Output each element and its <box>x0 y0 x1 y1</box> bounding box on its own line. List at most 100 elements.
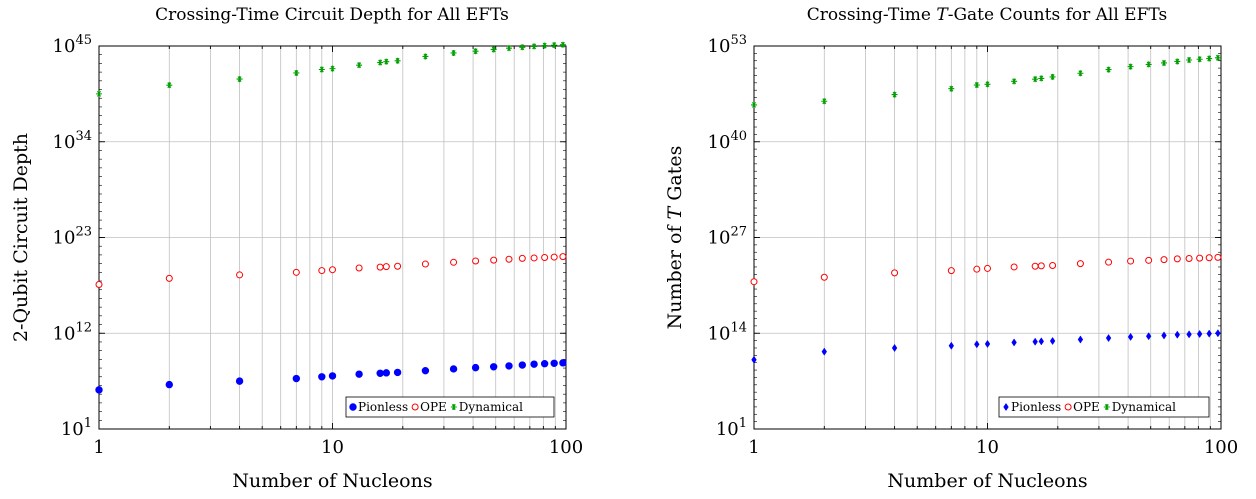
data-point-pionless <box>328 372 337 380</box>
data-point-pionless <box>1206 329 1212 338</box>
data-point-pionless <box>1077 335 1084 344</box>
y-tick-base: 10 <box>716 419 739 440</box>
data-point-dynamical <box>1105 66 1112 73</box>
y-tick-exponent: 12 <box>75 320 92 335</box>
data-point-pionless <box>165 380 173 389</box>
data-point-dynamical <box>377 59 384 66</box>
series-dynamical <box>751 54 1221 108</box>
data-point-pionless <box>95 386 103 394</box>
y-tick-exponent: 27 <box>730 225 747 240</box>
data-point-dynamical <box>1049 73 1056 80</box>
x-tick-label: 100 <box>549 437 583 458</box>
data-point-ope <box>329 266 336 274</box>
y-tick-exponent: 40 <box>730 129 747 144</box>
data-point-ope <box>1105 258 1113 266</box>
legend: Pionless OPE Dynamical <box>345 396 555 418</box>
major-ticks <box>753 45 1222 430</box>
data-point-dynamical <box>356 62 363 69</box>
data-point-ope <box>530 254 538 262</box>
data-point-pionless <box>751 355 757 364</box>
data-point-pionless <box>355 370 363 378</box>
data-point-pionless <box>376 369 384 377</box>
data-point-dynamical <box>891 91 898 98</box>
title-part: -Gate Counts for All EFTs <box>948 5 1168 25</box>
grid <box>99 46 566 429</box>
data-point-pionless <box>292 374 301 383</box>
data-point-dynamical <box>821 98 828 105</box>
data-point-pionless <box>1215 329 1221 338</box>
series-pionless <box>95 359 567 394</box>
data-point-dynamical <box>1011 78 1018 85</box>
data-point-ope <box>355 264 363 272</box>
data-point-pionless <box>471 363 480 372</box>
legend-box <box>345 396 555 418</box>
data-point-dynamical <box>1186 56 1193 63</box>
y-tick-exponent: 23 <box>75 225 92 240</box>
data-point-pionless <box>974 340 980 349</box>
y-tick-base: 10 <box>53 36 76 57</box>
x-axis-label: Number of Nucleons <box>232 470 432 492</box>
series-dynamical <box>96 41 566 97</box>
data-point-dynamical <box>1127 63 1134 70</box>
legend-marker-dynamical <box>450 404 457 410</box>
data-point-ope <box>947 267 955 275</box>
data-point-ope <box>1037 262 1045 270</box>
legend-marker-ope <box>411 403 419 411</box>
data-point-ope <box>165 274 173 282</box>
data-point-dynamical <box>472 48 479 55</box>
data-point-dynamical <box>1077 70 1084 77</box>
y-tick-label: 1023 <box>53 225 92 249</box>
y-tick-label: 1045 <box>53 33 92 57</box>
data-point-dynamical <box>1196 56 1203 63</box>
title-part: Crossing-Time <box>807 5 937 25</box>
y-tick-exponent: 1 <box>84 416 92 431</box>
data-point-ope <box>450 258 458 266</box>
minor-ticks <box>754 45 1221 430</box>
data-point-pionless <box>1105 333 1112 343</box>
data-point-ope <box>318 267 326 275</box>
data-point-ope <box>1031 262 1039 270</box>
data-point-dynamical <box>422 53 429 60</box>
data-point-pionless <box>1011 338 1017 347</box>
data-point-ope <box>472 257 480 265</box>
data-point-pionless <box>1186 330 1192 339</box>
data-point-dynamical <box>948 85 955 92</box>
data-point-pionless <box>559 359 567 367</box>
y-tick-base: 10 <box>708 323 731 344</box>
data-point-dynamical <box>1206 55 1213 62</box>
data-point-dynamical <box>541 42 548 49</box>
data-point-ope <box>518 254 526 262</box>
data-point-dynamical <box>505 45 512 52</box>
data-point-dynamical <box>751 101 757 108</box>
data-point-ope <box>1049 261 1057 269</box>
y-tick-exponent: 1 <box>739 416 747 431</box>
y-tick-base: 10 <box>53 132 76 153</box>
data-point-pionless <box>318 373 326 381</box>
data-point-ope <box>1127 257 1135 265</box>
data-point-ope <box>820 273 828 281</box>
ylabel-part: Number of <box>664 219 686 329</box>
data-point-ope <box>891 269 899 277</box>
data-point-dynamical <box>519 44 526 51</box>
data-point-pionless <box>540 360 549 368</box>
data-point-dynamical <box>559 41 566 48</box>
data-point-pionless <box>984 339 991 348</box>
data-point-dynamical <box>329 65 336 72</box>
data-point-ope <box>1160 256 1168 264</box>
x-tick-label: 1 <box>748 437 759 458</box>
y-tick-label: 1053 <box>708 33 747 57</box>
legend-marker-ope <box>1064 403 1072 411</box>
data-point-ope <box>490 256 498 264</box>
data-point-ope <box>1185 254 1193 262</box>
data-point-pionless <box>948 341 955 350</box>
x-tick-label: 10 <box>321 437 344 458</box>
data-point-ope <box>505 255 513 263</box>
data-point-dynamical <box>1161 59 1167 66</box>
data-point-dynamical <box>1214 54 1221 61</box>
data-point-pionless <box>421 366 430 375</box>
y-tick-base: 10 <box>61 419 84 440</box>
data-point-dynamical <box>166 82 173 89</box>
data-point-pionless <box>1161 331 1167 340</box>
y-tick-label: 1034 <box>53 129 92 153</box>
